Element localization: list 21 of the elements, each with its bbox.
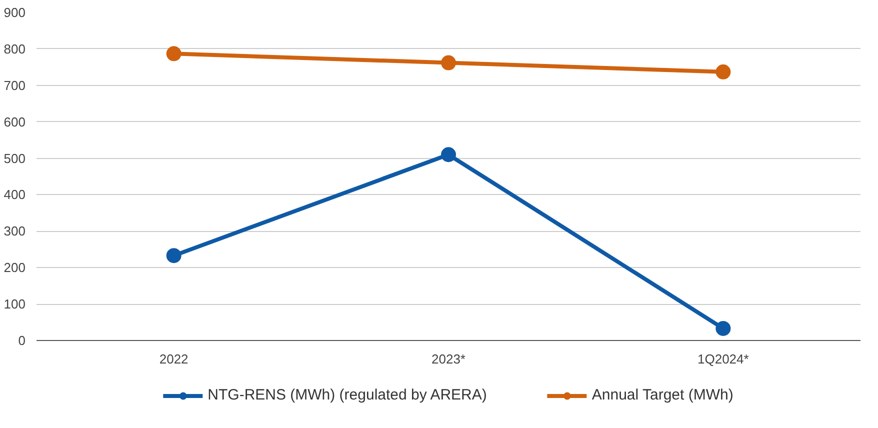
y-tick-label: 900 xyxy=(4,5,26,20)
x-tick-label: 2022 xyxy=(159,352,188,366)
y-tick-label: 500 xyxy=(4,150,26,166)
point xyxy=(166,46,182,62)
y-tick-label: 600 xyxy=(4,114,26,130)
y-tick-label: 0 xyxy=(18,333,26,348)
y-tick-label: 100 xyxy=(4,296,26,312)
y-tick-label: 800 xyxy=(4,41,26,56)
point xyxy=(716,64,731,80)
point xyxy=(716,320,731,336)
legend-label: Annual Target (MWh) xyxy=(592,386,734,404)
y-tick-label: 700 xyxy=(4,78,26,93)
point xyxy=(441,55,456,70)
y-tick-label: 400 xyxy=(4,187,26,202)
x-tick-label: 1Q2024* xyxy=(698,352,749,366)
y-tick-label: 200 xyxy=(4,260,26,276)
point xyxy=(441,147,456,162)
y-tick-label: 300 xyxy=(4,224,26,239)
x-tick-label: 2023* xyxy=(432,352,466,366)
point xyxy=(166,248,182,264)
legend-label: NTG-RENS (MWh) (regulated by ARERA) xyxy=(208,386,487,404)
